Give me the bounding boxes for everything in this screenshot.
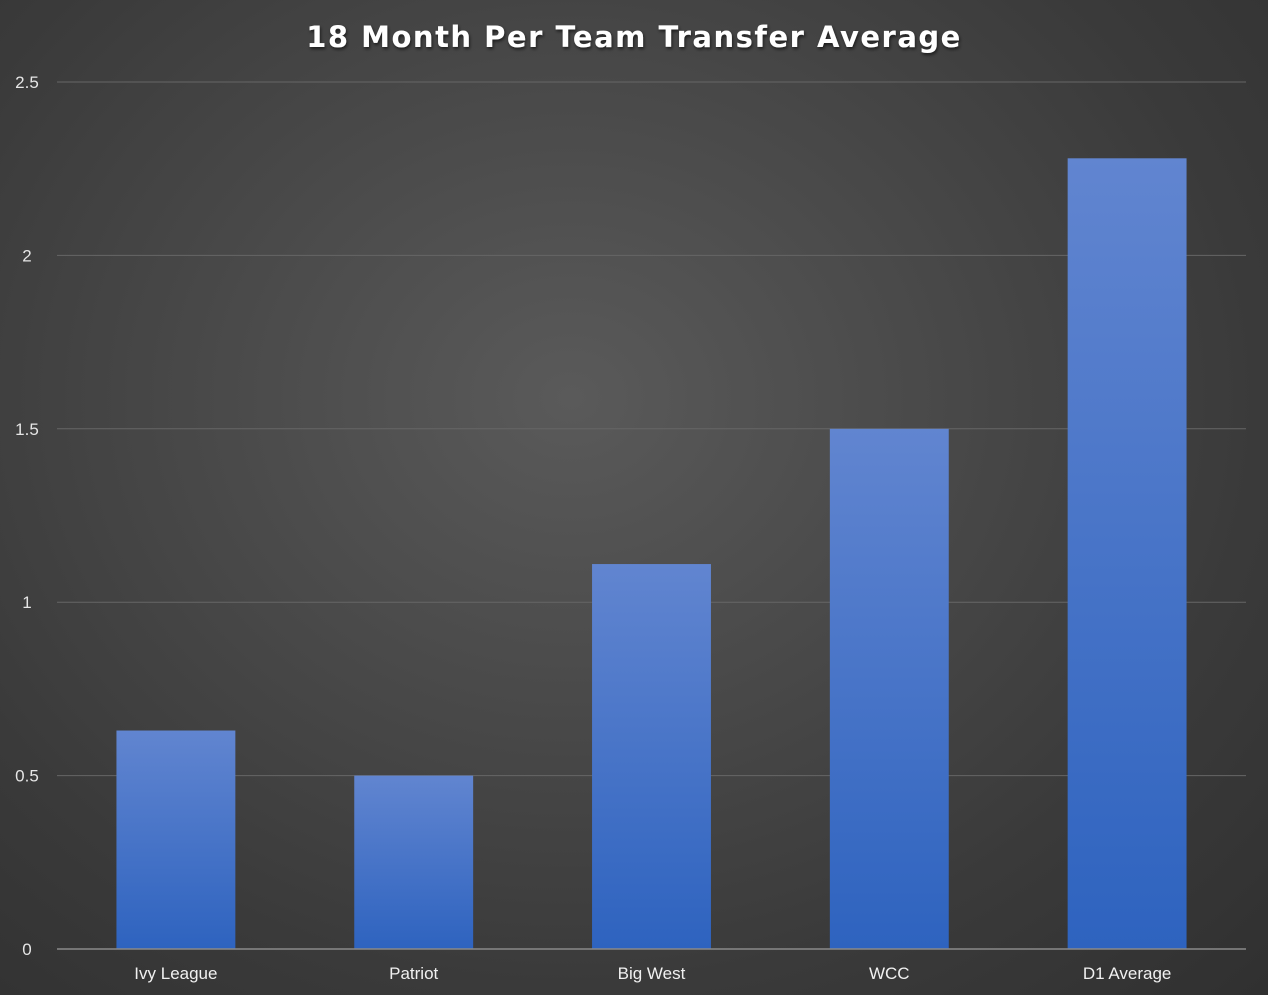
bar xyxy=(829,428,949,949)
x-tick-label: Big West xyxy=(618,964,686,983)
labels: 0 0.5 1 1.5 2 2.5 Ivy League Patriot Big West WCC… xyxy=(15,73,1171,983)
x-tick-label: Ivy League xyxy=(134,964,217,983)
y-tick-label: 1 xyxy=(22,593,31,612)
bar xyxy=(354,775,474,949)
chart-title: 18 Month Per Team Transfer Average xyxy=(306,20,962,54)
bars xyxy=(116,158,1187,949)
bar xyxy=(116,730,236,949)
y-tick-label: 2.5 xyxy=(15,73,39,92)
y-tick-label: 0.5 xyxy=(15,767,39,786)
bar xyxy=(592,564,711,949)
x-tick-label: WCC xyxy=(869,964,910,983)
y-tick-label: 1.5 xyxy=(15,420,39,439)
y-tick-label: 0 xyxy=(22,940,31,959)
y-tick-label: 2 xyxy=(22,246,31,265)
bar xyxy=(1067,158,1187,949)
gridlines xyxy=(57,81,1246,777)
x-tick-label: Patriot xyxy=(389,964,438,983)
x-tick-label: D1 Average xyxy=(1083,964,1172,983)
